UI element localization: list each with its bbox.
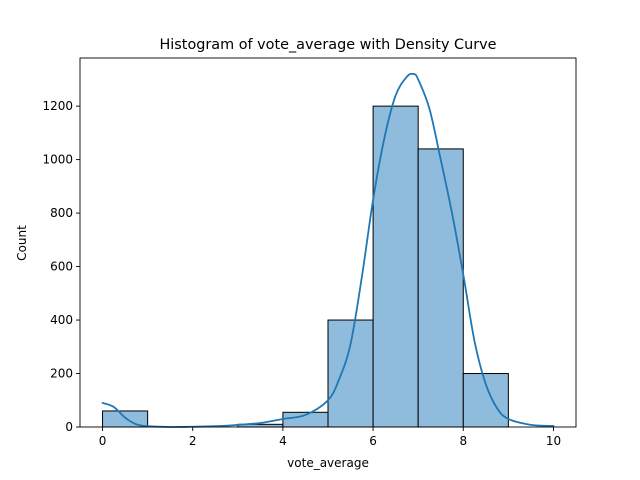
y-tick-label: 600 [50,260,73,274]
y-axis-label: Count [15,225,29,261]
x-axis-label: vote_average [287,456,369,470]
histogram-bars [102,105,509,428]
y-tick-label: 800 [50,206,73,220]
histogram-bar [372,105,419,428]
histogram-bar [327,319,374,428]
plot-frame [79,57,577,428]
x-tick-label: 10 [546,434,561,448]
y-tick-label: 200 [50,367,73,381]
x-tick-label: 6 [369,434,377,448]
x-tick-label: 0 [99,434,107,448]
x-tick-label: 8 [459,434,467,448]
y-axis-ticks: 0 200 400 600 800 1000 1200 [42,99,80,434]
x-tick-label: 4 [279,434,287,448]
y-tick-label: 400 [50,313,73,327]
chart-title: Histogram of vote_average with Density C… [159,37,496,53]
histogram-bar [417,148,464,428]
y-tick-label: 1000 [42,153,73,167]
y-tick-label: 0 [65,420,73,434]
x-axis-ticks: 0 2 4 6 8 10 [99,427,561,448]
x-tick-label: 2 [189,434,197,448]
y-tick-label: 1200 [42,99,73,113]
